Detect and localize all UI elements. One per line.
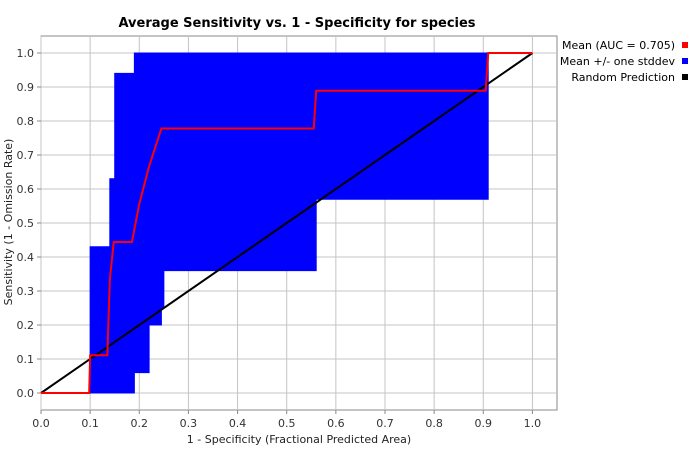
legend-swatch bbox=[682, 58, 688, 64]
y-tick-label: 0.8 bbox=[17, 115, 35, 128]
x-ticks: 0.0 0.1 0.2 0.3 0.4 0.5 0.6 0.7 0.8 0.9 1.0 bbox=[32, 410, 541, 430]
x-tick-label: 0.4 bbox=[229, 417, 247, 430]
y-axis-title: Sensitivity (1 - Omission Rate) bbox=[2, 139, 15, 306]
y-tick-label: 0.2 bbox=[17, 319, 35, 332]
mean-roc-line bbox=[41, 52, 533, 394]
random-prediction-line bbox=[40, 52, 533, 394]
x-axis-title: 1 - Specificity (Fractional Predicted Ar… bbox=[187, 433, 411, 446]
legend-label: Mean +/- one stddev bbox=[560, 55, 676, 68]
y-tick-label: 0.7 bbox=[17, 149, 35, 162]
x-tick-label: 0.6 bbox=[327, 417, 345, 430]
x-tick-label: 0.7 bbox=[376, 417, 394, 430]
y-tick-label: 0.3 bbox=[17, 285, 35, 298]
y-tick-label: 1.0 bbox=[17, 47, 35, 60]
x-tick-label: 0.9 bbox=[475, 417, 493, 430]
y-tick-label: 0.1 bbox=[17, 353, 35, 366]
legend-swatch bbox=[682, 74, 688, 80]
series-lines bbox=[40, 52, 533, 394]
stddev-band bbox=[89, 52, 489, 394]
legend-swatch bbox=[682, 42, 688, 48]
y-ticks: 0.0 0.1 0.2 0.3 0.4 0.5 0.6 0.7 0.8 0.9 1.0 bbox=[17, 47, 41, 400]
x-tick-label: 0.8 bbox=[425, 417, 443, 430]
x-tick-label: 1.0 bbox=[524, 417, 542, 430]
y-tick-label: 0.6 bbox=[17, 183, 35, 196]
y-tick-label: 0.0 bbox=[17, 387, 35, 400]
legend: Mean (AUC = 0.705) Mean +/- one stddev Ran… bbox=[560, 39, 688, 84]
x-tick-label: 0.1 bbox=[81, 417, 99, 430]
legend-label: Random Prediction bbox=[571, 71, 675, 84]
x-tick-label: 0.0 bbox=[32, 417, 50, 430]
y-tick-label: 0.4 bbox=[17, 251, 35, 264]
x-tick-label: 0.3 bbox=[180, 417, 198, 430]
y-tick-label: 0.9 bbox=[17, 81, 35, 94]
stddev-band-area bbox=[89, 52, 489, 394]
y-tick-label: 0.5 bbox=[17, 217, 35, 230]
legend-label: Mean (AUC = 0.705) bbox=[562, 39, 675, 52]
chart-title: Average Sensitivity vs. 1 - Specificity … bbox=[118, 16, 475, 31]
x-tick-label: 0.5 bbox=[278, 417, 296, 430]
x-tick-label: 0.2 bbox=[131, 417, 149, 430]
